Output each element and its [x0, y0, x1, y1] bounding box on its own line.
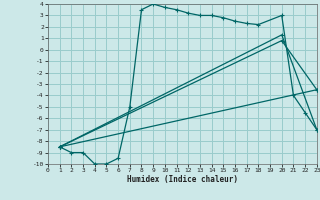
X-axis label: Humidex (Indice chaleur): Humidex (Indice chaleur): [127, 175, 238, 184]
